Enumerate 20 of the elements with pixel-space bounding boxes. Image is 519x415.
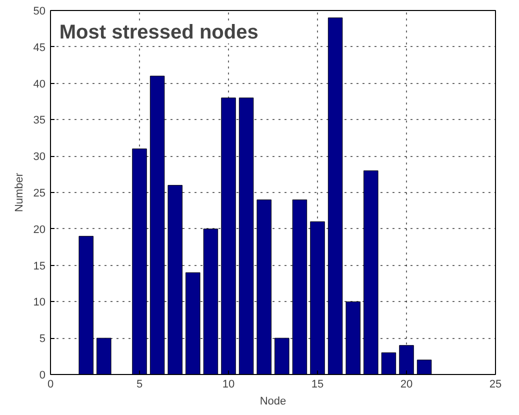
x-tick-label: 15 (311, 378, 324, 390)
y-axis-title: Number (13, 172, 26, 212)
x-tick-label: 0 (47, 378, 54, 390)
y-tick-label: 20 (33, 224, 46, 236)
y-tick-label: 0 (39, 370, 46, 382)
text: Most stressed nodes (59, 21, 258, 44)
y-tick-label: 15 (33, 260, 46, 272)
y-tick-label: 45 (33, 42, 46, 54)
x-tick-label: 25 (489, 378, 502, 390)
x-tick-label: 20 (400, 378, 413, 390)
x-tick-label: 5 (136, 378, 143, 390)
y-tick-label: 10 (33, 296, 46, 309)
y-tick-label: 35 (33, 114, 46, 127)
y-tick-label: 25 (33, 188, 46, 200)
y-tick-label: 5 (39, 333, 46, 346)
y-tick-label: 30 (33, 151, 46, 164)
y-tick-label: 50 (33, 6, 46, 18)
x-axis-title: Node (260, 396, 286, 408)
x-tick-label: 10 (222, 378, 235, 390)
y-tick-label: 40 (33, 78, 46, 90)
